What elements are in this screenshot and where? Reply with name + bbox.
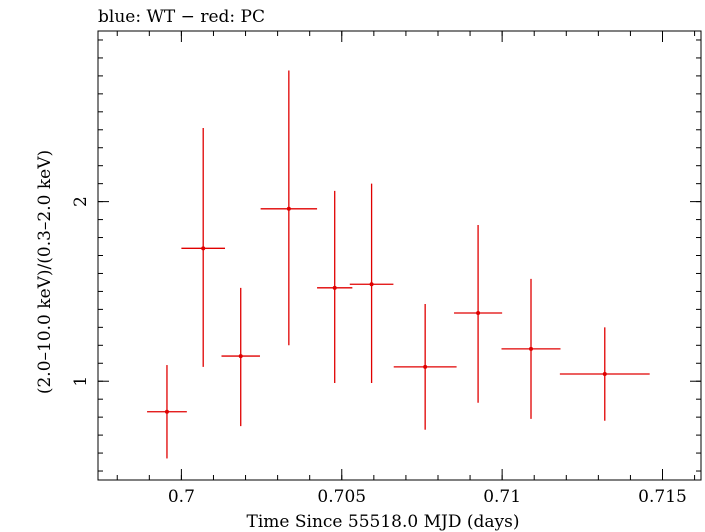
chart-title: blue: WT − red: PC	[98, 7, 265, 27]
data-point	[349, 183, 394, 384]
data-point	[454, 224, 503, 403]
data-point	[181, 127, 226, 367]
x-tick-labels: 0.7 0.705 0.71 0.715	[168, 487, 687, 507]
data-point	[221, 287, 260, 427]
y-minor-ticks	[98, 39, 701, 472]
y-axis-label: (2.0–10.0 keV)/(0.3–2.0 keV)	[35, 150, 55, 394]
data-marker	[164, 409, 169, 414]
plot-frame	[97, 30, 702, 481]
y-tick-label: 1	[71, 376, 91, 387]
x-tick-label: 0.7	[168, 487, 195, 507]
data-point	[147, 365, 187, 459]
data-marker	[423, 364, 428, 369]
data-point	[260, 70, 318, 346]
data-point	[501, 278, 561, 419]
data-marker	[369, 282, 374, 287]
data-marker	[476, 310, 481, 315]
x-tick-label: 0.715	[638, 487, 687, 507]
data-marker	[201, 246, 206, 251]
x-tick-label: 0.705	[317, 487, 366, 507]
x-tick-label: 0.71	[483, 487, 521, 507]
data-marker	[238, 354, 243, 359]
x-major-ticks	[180, 31, 664, 480]
y-major-ticks	[98, 201, 701, 382]
data-point	[317, 190, 353, 384]
y-tick-label: 2	[71, 196, 91, 207]
data-marker	[602, 372, 607, 377]
data-marker	[286, 206, 291, 211]
y-tick-labels: 12	[71, 196, 91, 386]
data-marker	[529, 346, 534, 351]
data-marker	[332, 285, 337, 290]
x-axis-label: Time Since 55518.0 MJD (days)	[247, 512, 520, 532]
data-point	[559, 327, 650, 421]
data-points	[147, 70, 650, 459]
data-point	[393, 303, 457, 430]
